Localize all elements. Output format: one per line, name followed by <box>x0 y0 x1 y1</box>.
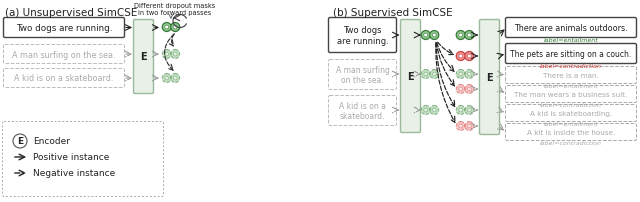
FancyBboxPatch shape <box>479 20 499 135</box>
Circle shape <box>173 53 177 57</box>
Text: Different dropout masks
in two forward passes: Different dropout masks in two forward p… <box>134 3 216 16</box>
FancyBboxPatch shape <box>506 44 637 64</box>
Circle shape <box>459 124 463 128</box>
Circle shape <box>459 88 463 92</box>
Circle shape <box>459 55 463 59</box>
FancyBboxPatch shape <box>506 18 637 38</box>
Text: A kid is on a skateboard.: A kid is on a skateboard. <box>14 74 114 83</box>
Circle shape <box>421 70 430 79</box>
Text: label=contradiction: label=contradiction <box>540 102 602 107</box>
Circle shape <box>433 34 436 38</box>
Text: label=entailment: label=entailment <box>543 121 598 126</box>
Circle shape <box>430 31 439 40</box>
Text: label=entailment: label=entailment <box>543 38 598 43</box>
Circle shape <box>162 50 172 59</box>
Circle shape <box>456 106 465 115</box>
Text: The man wears a business suit.: The man wears a business suit. <box>515 92 628 98</box>
FancyBboxPatch shape <box>506 124 637 141</box>
Circle shape <box>171 50 180 59</box>
Circle shape <box>467 88 471 92</box>
Text: Positive instance: Positive instance <box>33 153 109 162</box>
Circle shape <box>456 52 465 61</box>
Circle shape <box>430 70 439 79</box>
Circle shape <box>459 108 463 112</box>
Text: Two dogs
are running.: Two dogs are running. <box>337 26 388 46</box>
Text: E: E <box>17 137 23 146</box>
Text: E: E <box>486 73 493 83</box>
Circle shape <box>424 34 428 38</box>
Circle shape <box>465 52 474 61</box>
Circle shape <box>456 85 465 94</box>
Circle shape <box>456 70 465 79</box>
FancyBboxPatch shape <box>506 86 637 103</box>
FancyBboxPatch shape <box>328 96 397 126</box>
Circle shape <box>165 77 168 80</box>
Circle shape <box>433 108 436 112</box>
Circle shape <box>467 55 471 59</box>
Circle shape <box>465 31 474 40</box>
FancyBboxPatch shape <box>3 18 125 38</box>
Circle shape <box>430 106 439 115</box>
Text: A man surfing on the sea.: A man surfing on the sea. <box>12 50 116 59</box>
Text: E: E <box>407 72 414 82</box>
FancyBboxPatch shape <box>134 20 154 94</box>
FancyBboxPatch shape <box>328 18 397 53</box>
Text: A kit is inside the house.: A kit is inside the house. <box>527 129 615 135</box>
Circle shape <box>465 70 474 79</box>
Circle shape <box>459 34 463 38</box>
Circle shape <box>171 74 180 83</box>
FancyBboxPatch shape <box>3 122 163 197</box>
FancyBboxPatch shape <box>506 67 637 84</box>
Circle shape <box>13 134 27 148</box>
Text: E: E <box>140 52 147 62</box>
FancyBboxPatch shape <box>401 20 420 133</box>
Circle shape <box>456 31 465 40</box>
Text: Two dogs are running.: Two dogs are running. <box>16 24 112 33</box>
Circle shape <box>467 108 471 112</box>
Circle shape <box>173 77 177 80</box>
Text: label=contradiction: label=contradiction <box>540 64 602 69</box>
FancyBboxPatch shape <box>3 69 125 88</box>
Text: label=entailment: label=entailment <box>543 84 598 88</box>
Circle shape <box>171 23 180 32</box>
Text: The pets are sitting on a couch.: The pets are sitting on a couch. <box>510 50 632 59</box>
Text: A kid is on a
skateboard.: A kid is on a skateboard. <box>339 101 386 121</box>
Circle shape <box>467 34 471 38</box>
Text: A man surfing
on the sea.: A man surfing on the sea. <box>335 65 389 85</box>
Circle shape <box>165 26 168 30</box>
Circle shape <box>162 23 172 32</box>
Circle shape <box>165 53 168 57</box>
Circle shape <box>467 124 471 128</box>
Circle shape <box>459 73 463 77</box>
Text: (a) Unsupervised SimCSE: (a) Unsupervised SimCSE <box>5 8 138 18</box>
Text: There is a man.: There is a man. <box>543 73 599 79</box>
Circle shape <box>421 31 430 40</box>
Text: (b) Supervised SimCSE: (b) Supervised SimCSE <box>333 8 452 18</box>
Circle shape <box>424 73 428 77</box>
Text: Encoder: Encoder <box>33 137 70 146</box>
Circle shape <box>421 106 430 115</box>
Circle shape <box>467 73 471 77</box>
Text: label=contradiction: label=contradiction <box>540 140 602 145</box>
Circle shape <box>465 85 474 94</box>
Circle shape <box>465 106 474 115</box>
Circle shape <box>465 122 474 131</box>
Circle shape <box>433 73 436 77</box>
Text: There are animals outdoors.: There are animals outdoors. <box>514 24 628 33</box>
Text: A kid is skateboarding.: A kid is skateboarding. <box>530 110 612 116</box>
FancyBboxPatch shape <box>328 60 397 90</box>
Text: Negative instance: Negative instance <box>33 169 115 178</box>
Circle shape <box>173 26 177 30</box>
Circle shape <box>456 122 465 131</box>
Circle shape <box>162 74 172 83</box>
FancyBboxPatch shape <box>3 45 125 64</box>
FancyBboxPatch shape <box>506 105 637 122</box>
Circle shape <box>424 108 428 112</box>
